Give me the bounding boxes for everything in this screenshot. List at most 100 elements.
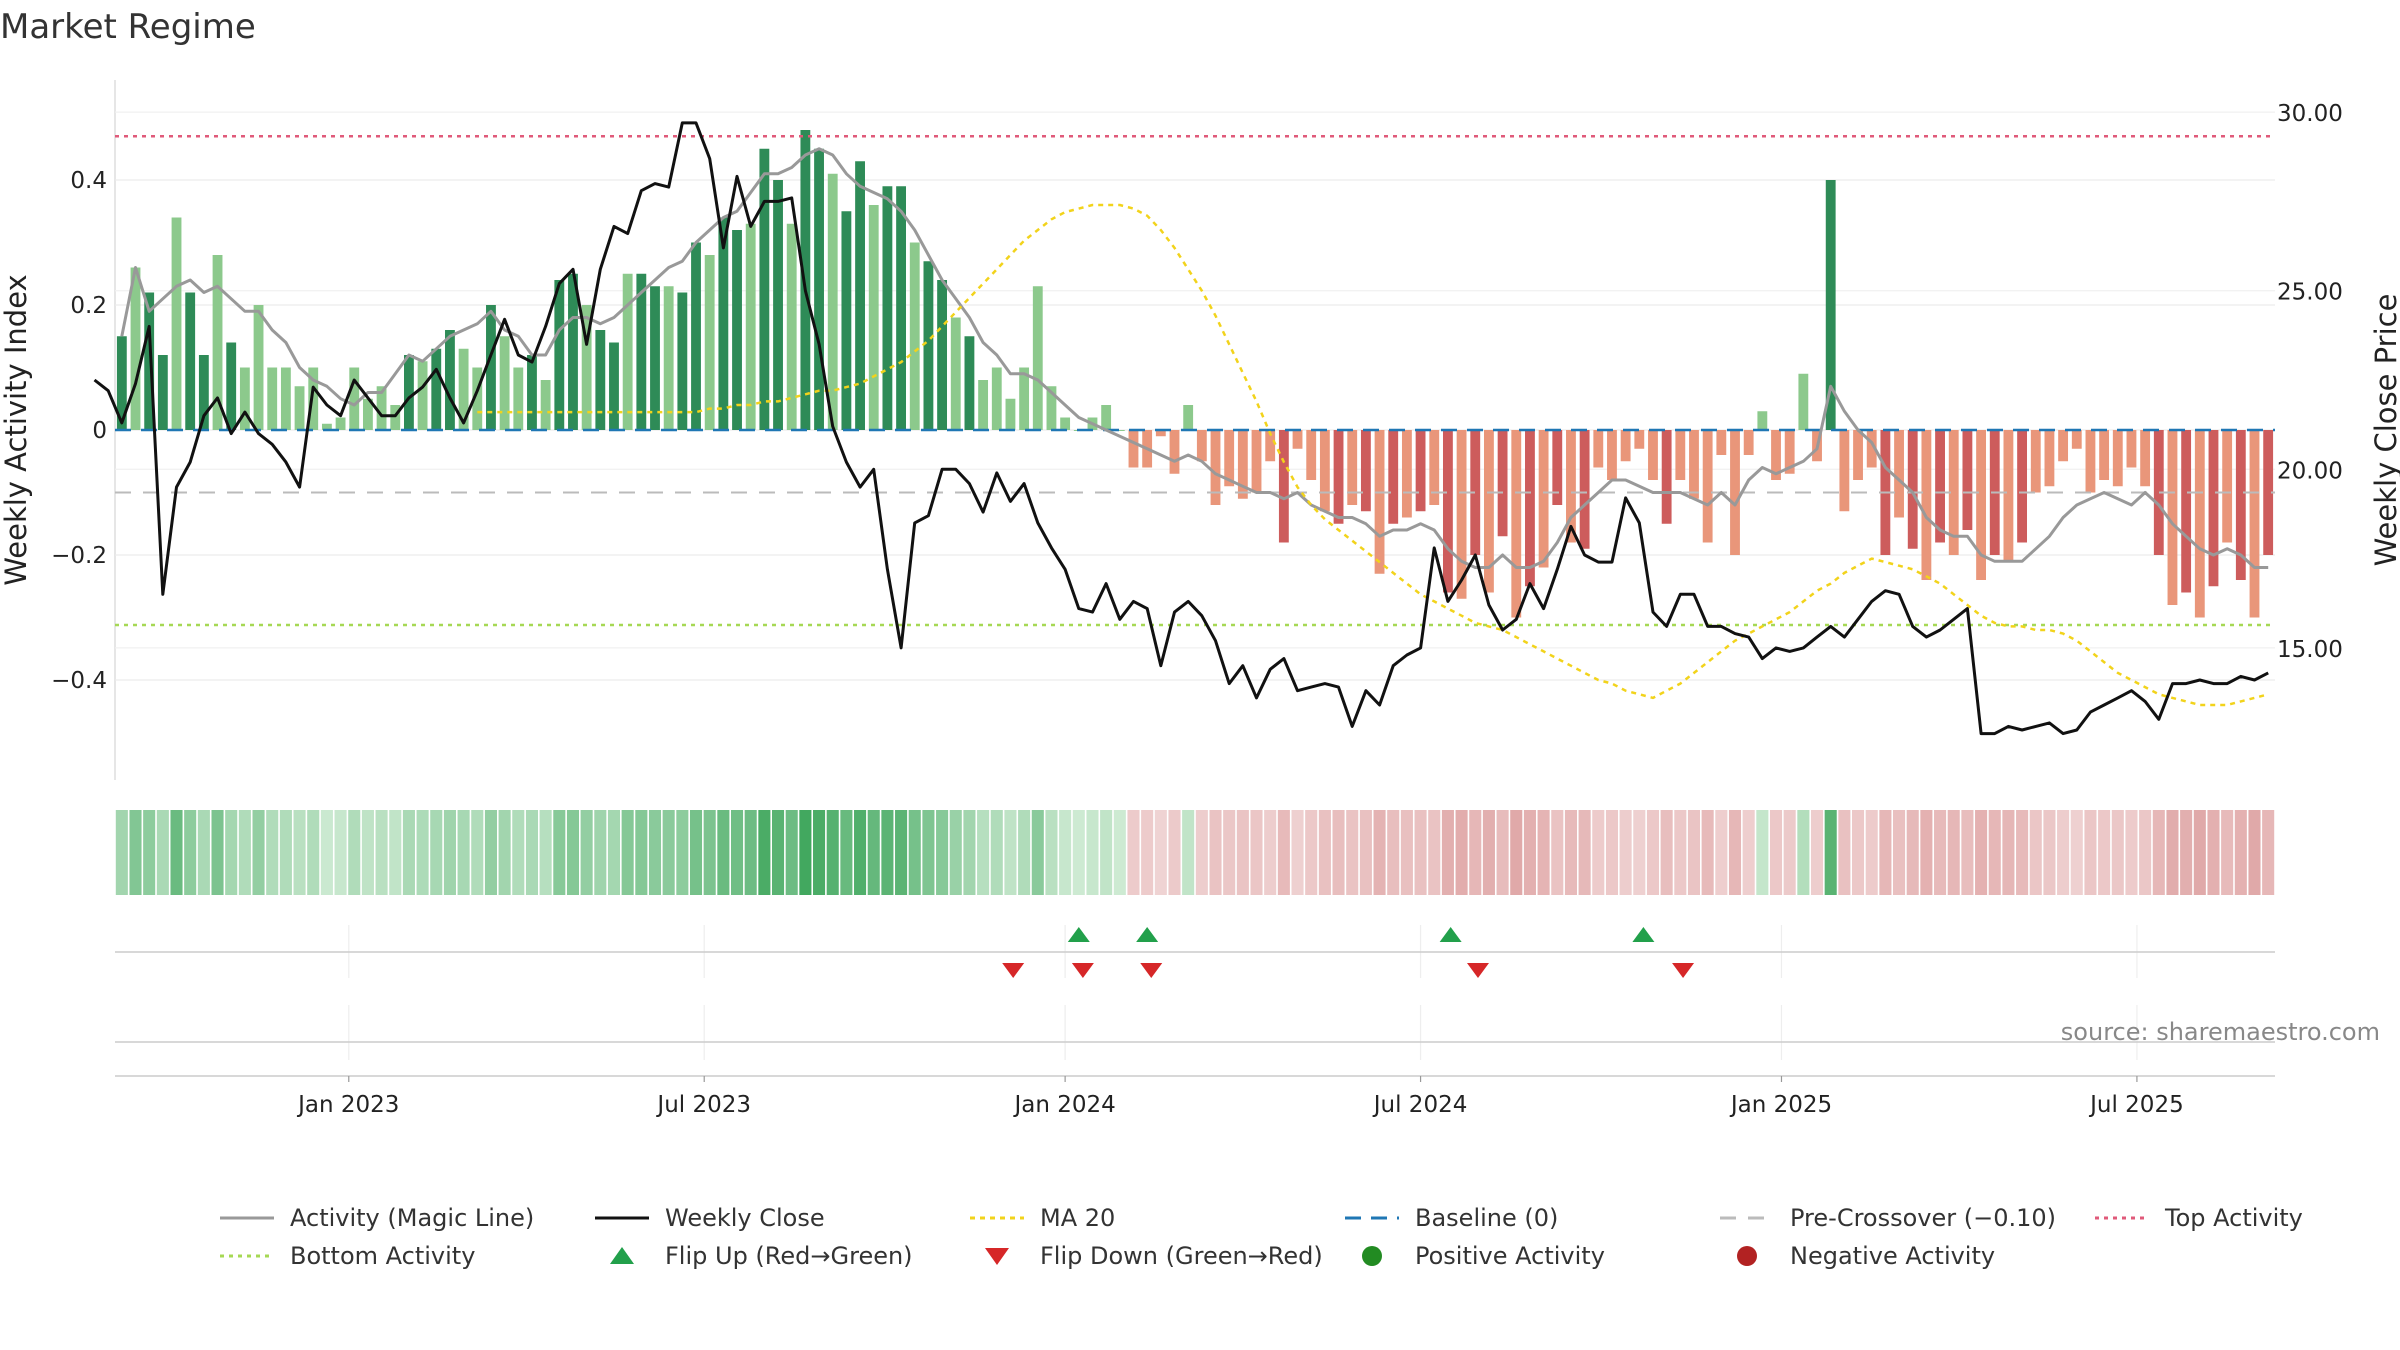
activity-bar — [1319, 430, 1330, 512]
regime-strip-cell — [1578, 810, 1591, 895]
activity-bar — [937, 280, 948, 430]
activity-bar — [882, 186, 893, 430]
activity-bar — [1689, 430, 1699, 499]
activity-bar — [417, 361, 428, 430]
activity-bar — [1060, 417, 1071, 430]
regime-strip-cell — [1920, 810, 1933, 895]
activity-bar — [2181, 430, 2192, 593]
regime-strip-cell — [170, 810, 183, 895]
activity-bar — [513, 367, 524, 430]
source-label: source: sharemaestro.com — [2061, 1018, 2380, 1046]
regime-strip-cell — [197, 810, 210, 895]
regime-strip-cell — [1496, 810, 1509, 895]
activity-bar — [1155, 430, 1166, 437]
regime-strip-cell — [648, 810, 662, 895]
regime-strip-cell — [936, 810, 949, 895]
regime-strip-cell — [730, 810, 744, 895]
activity-bar — [1306, 430, 1317, 480]
activity-bar — [1552, 430, 1563, 505]
regime-strip-cell — [2139, 810, 2152, 895]
legend-label: Activity (Magic Line) — [290, 1204, 534, 1232]
flip-down-marker — [1002, 963, 1025, 978]
activity-bar — [335, 417, 346, 430]
regime-strip-cell — [1428, 810, 1441, 895]
regime-strip-cell — [266, 810, 279, 895]
activity-bar — [896, 186, 906, 430]
regime-strip-cell — [1141, 810, 1154, 895]
regime-strip-cell — [293, 810, 306, 895]
activity-bar — [581, 305, 592, 430]
left-tick-label: −0.2 — [51, 543, 107, 569]
regime-strip-cell — [2016, 810, 2029, 895]
legend-label: Negative Activity — [1790, 1242, 1995, 1270]
regime-strip-cell — [1113, 810, 1126, 895]
activity-bar — [1784, 430, 1795, 474]
regime-strip-cell — [1687, 810, 1701, 895]
regime-strip-cell — [1510, 810, 1523, 895]
activity-bar — [1251, 430, 1262, 493]
activity-bar — [1675, 430, 1686, 480]
activity-bar — [1907, 430, 1918, 549]
activity-bar — [1292, 430, 1303, 449]
activity-bar — [212, 255, 223, 430]
regime-strip-cell — [607, 810, 621, 895]
legend-label: Top Activity — [2164, 1204, 2303, 1232]
bottom-panel — [115, 1005, 2275, 1077]
activity-bar — [1866, 430, 1877, 468]
regime-strip-cell — [1701, 810, 1714, 895]
weekly-close-line — [93, 121, 2269, 736]
regime-strip-cell — [1947, 810, 1960, 895]
activity-bar — [308, 367, 319, 430]
regime-strip-cell — [525, 810, 538, 895]
activity-bar — [1005, 398, 1016, 430]
regime-strip-cell — [881, 810, 894, 895]
activity-bar — [1566, 430, 1576, 543]
regime-strip-cell — [402, 810, 415, 895]
activity-bar — [116, 336, 127, 430]
regime-strip-cell — [1045, 810, 1058, 895]
activity-bar — [362, 398, 373, 430]
right-tick-label: 25.00 — [2277, 280, 2343, 306]
regime-strip-cell — [1893, 810, 1906, 895]
regime-strip-cell — [1318, 810, 1331, 895]
left-tick-label: 0 — [92, 418, 107, 444]
regime-strip-cell — [1564, 810, 1577, 895]
activity-bar — [1894, 430, 1904, 518]
activity-bar — [704, 255, 715, 430]
regime-strip-cell — [949, 810, 962, 895]
regime-strip-cell — [430, 810, 443, 895]
regime-strip-cell — [1619, 810, 1632, 895]
regime-strip-cell — [498, 810, 511, 895]
regime-strip-cell — [1674, 810, 1687, 895]
activity-bar — [978, 380, 989, 430]
regime-strip-cell — [840, 810, 853, 895]
activity-bar — [568, 273, 578, 430]
right-axis-ticks: 15.00 20.00 25.00 30.00 — [2277, 101, 2343, 663]
regime-strip-cell — [676, 810, 689, 895]
activity-bar — [2112, 430, 2123, 487]
regime-strip-cell — [156, 810, 169, 895]
activity-bar — [2167, 430, 2178, 605]
regime-strip-cell — [1387, 810, 1400, 895]
regime-strip-cell — [1646, 810, 1660, 895]
regime-strip-cell — [963, 810, 976, 895]
regime-strip-cell — [2221, 810, 2234, 895]
activity-bar — [239, 367, 250, 430]
activity-bar — [1360, 430, 1371, 512]
regime-strip-cell — [1592, 810, 1605, 895]
activity-bar — [1511, 430, 1522, 618]
activity-bar — [1237, 430, 1248, 499]
activity-bar — [636, 273, 647, 430]
left-axis-ticks: −0.4 −0.2 0 0.2 0.4 — [51, 168, 107, 694]
activity-bar — [144, 292, 155, 430]
activity-bar — [2153, 430, 2164, 555]
regime-strip-cell — [1961, 810, 1974, 895]
regime-strip-cell — [1797, 810, 1810, 895]
activity-bar — [745, 223, 756, 430]
regime-strip-cell — [1469, 810, 1482, 895]
right-tick-label: 30.00 — [2277, 101, 2343, 127]
regime-strip-cell — [1605, 810, 1618, 895]
activity-bar — [527, 355, 537, 430]
right-tick-label: 15.00 — [2277, 637, 2343, 663]
activity-bar — [814, 148, 824, 430]
